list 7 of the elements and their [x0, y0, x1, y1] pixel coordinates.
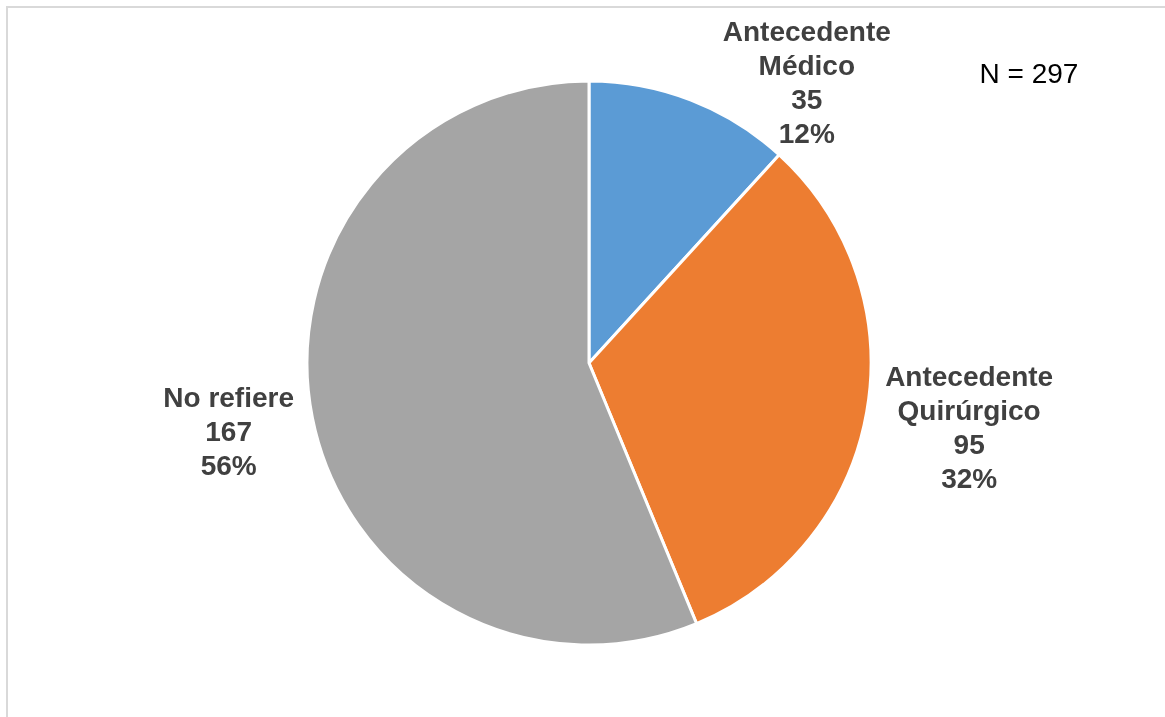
- slice-label: Antecedente Quirúrgico: [885, 360, 1054, 426]
- data-label: 95 32%: [941, 428, 998, 494]
- text: N = 297: [979, 57, 1079, 89]
- slice-label: Antecedente Médico: [722, 15, 891, 81]
- data-label: 35 12%: [778, 83, 835, 149]
- data-label: 167 56%: [200, 416, 257, 482]
- slice-label: No refiere: [163, 382, 295, 414]
